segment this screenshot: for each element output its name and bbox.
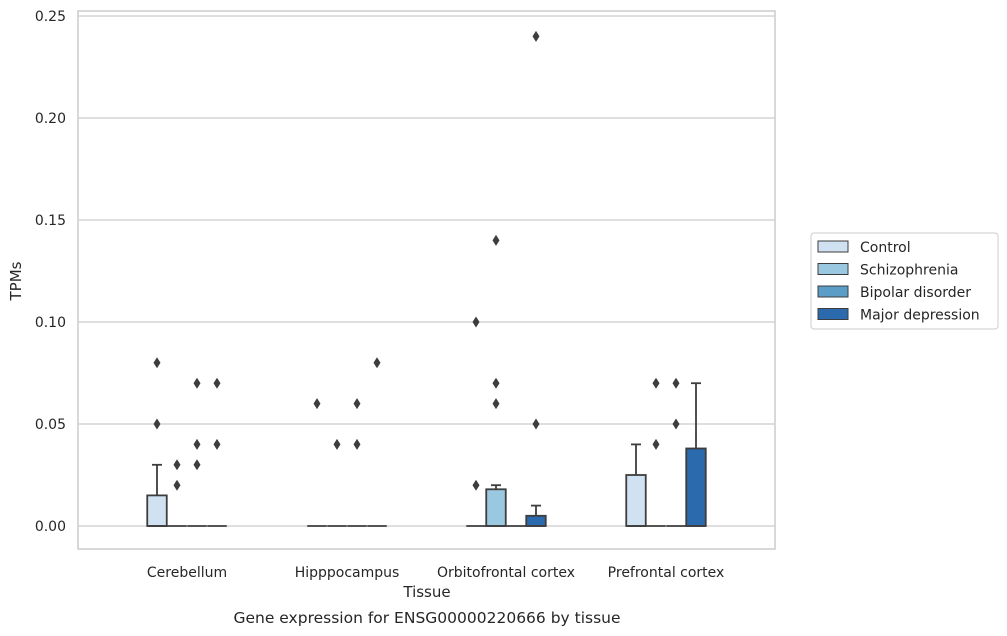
y-tick-label: 0.15: [35, 213, 66, 229]
plot-marks: [146, 30, 707, 527]
box-body: [485, 488, 507, 527]
x-tick-label: Hipppocampus: [295, 565, 400, 581]
outlier-point: [213, 377, 221, 389]
box-schizophrenia: [167, 459, 187, 527]
outlier-point: [373, 357, 381, 369]
outlier-point: [652, 438, 660, 450]
legend-entry: Bipolar disorder: [860, 285, 971, 301]
box-schizophrenia: [646, 377, 666, 527]
outlier-point: [492, 234, 500, 246]
y-tick-label: 0.05: [35, 417, 66, 433]
y-tick-label: 0.00: [35, 519, 66, 535]
legend-entry: Schizophrenia: [860, 263, 958, 279]
legend-swatch: [817, 263, 849, 275]
outlier-point: [333, 438, 341, 450]
box-control: [625, 443, 647, 527]
y-tick-labels: 0.00 0.05 0.10 0.15 0.20 0.25: [35, 9, 66, 535]
outlier-point: [353, 398, 361, 410]
outlier-point: [193, 459, 201, 471]
outlier-point: [652, 377, 660, 389]
box-major-depression: [367, 357, 387, 527]
outlier-point: [173, 479, 181, 491]
box-control: [466, 316, 486, 527]
outlier-point: [153, 418, 161, 430]
outlier-point: [193, 438, 201, 450]
outlier-point: [472, 479, 480, 491]
box-body: [685, 447, 707, 527]
outlier-point: [353, 438, 361, 450]
legend-swatch: [817, 240, 849, 253]
legend-swatch: [817, 308, 849, 320]
outlier-point: [173, 459, 181, 471]
x-tick-label: Prefrontal cortex: [608, 565, 725, 581]
y-tick-label: 0.10: [35, 315, 66, 331]
outlier-point: [153, 357, 161, 369]
box-major-depression: [685, 382, 707, 527]
box-body: [525, 514, 547, 527]
outlier-point: [213, 438, 221, 450]
box-body: [146, 494, 168, 527]
box-control: [146, 357, 168, 527]
box-bipolar-disorder: [666, 377, 686, 527]
y-gridlines: [78, 15, 775, 527]
figure-caption: Gene expression for ENSG00000220666 by t…: [233, 609, 620, 627]
y-axis-label: TPMs: [7, 261, 25, 301]
x-tick-label: Cerebellum: [147, 565, 227, 581]
legend-frame: [810, 232, 999, 330]
box-schizophrenia: [327, 438, 347, 527]
x-axis-label: Tissue: [402, 583, 450, 601]
outlier-point: [532, 418, 540, 430]
box-major-depression: [207, 377, 227, 527]
box-bipolar-disorder: [347, 398, 367, 527]
outlier-point: [313, 398, 321, 410]
box-major-depression: [525, 30, 547, 527]
outlier-point: [492, 398, 500, 410]
y-tick-label: 0.20: [35, 111, 66, 127]
x-tick-labels: Cerebellum Hipppocampus Orbitofrontal cort…: [147, 565, 724, 581]
legend-entry: Control: [860, 240, 911, 256]
y-tick-label: 0.25: [35, 9, 66, 25]
legend-swatch: [817, 285, 849, 298]
box-schizophrenia: [485, 234, 507, 527]
outlier-point: [672, 377, 680, 389]
outlier-point: [532, 30, 540, 42]
box-body: [625, 474, 647, 527]
plot-frame: [77, 10, 776, 550]
legend-entry: Major depression: [860, 308, 980, 324]
legend: Control Schizophrenia Bipolar disorder Majo…: [810, 232, 999, 330]
outlier-point: [492, 377, 500, 389]
x-tick-label: Orbitofrontal cortex: [437, 565, 575, 581]
outlier-point: [472, 316, 480, 328]
outlier-point: [672, 418, 680, 430]
box-bipolar-disorder: [187, 377, 207, 527]
outlier-point: [193, 377, 201, 389]
box-control: [307, 398, 327, 527]
